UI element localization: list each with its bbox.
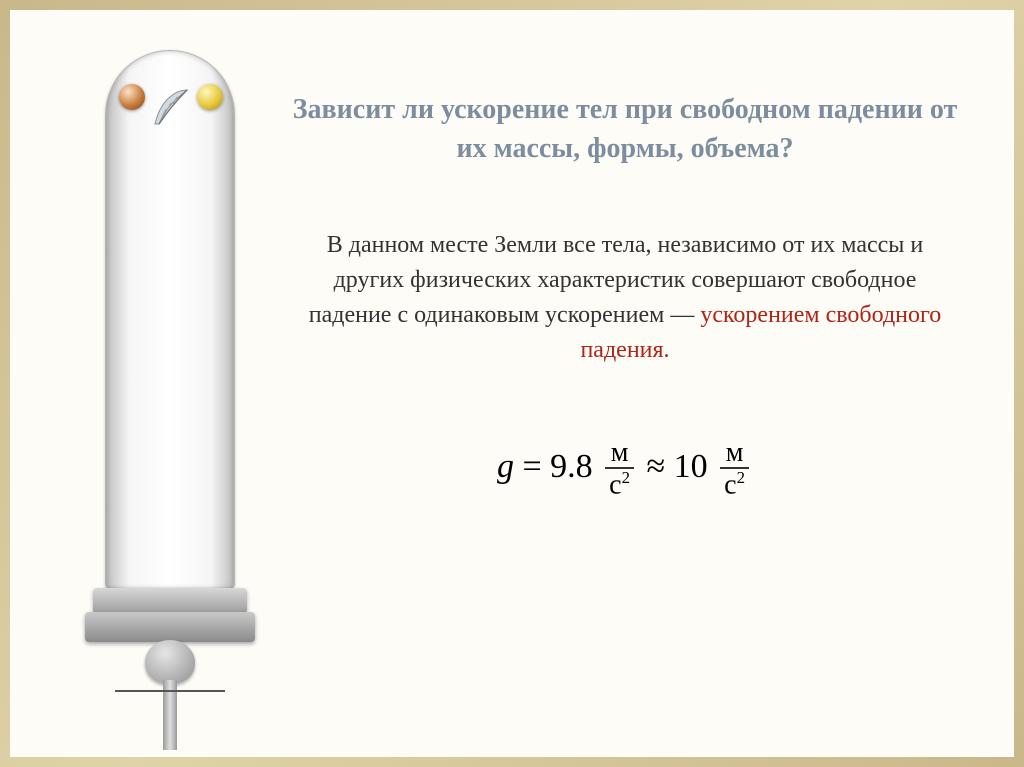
slide-body: В данном месте Земли все тела, независим… <box>290 228 960 367</box>
formula-value2: 10 <box>674 447 708 484</box>
formula-lhs: g <box>497 447 514 484</box>
formula-g: g = 9.8 м с2 ≈ 10 м с2 <box>290 438 960 500</box>
copper-ball-icon <box>119 84 145 110</box>
slide-title: Зависит ли ускорение тел при свободном п… <box>290 90 960 168</box>
gold-ball-icon <box>197 84 223 110</box>
formula-value1: 9.8 <box>550 447 593 484</box>
unit-numerator2: м <box>720 438 749 469</box>
feather-icon <box>147 84 195 132</box>
text-content: Зависит ли ускорение тел при свободном п… <box>290 0 1000 767</box>
tube-base-upper <box>93 588 247 614</box>
formula-eq: = <box>514 447 550 484</box>
stand-crossbar <box>115 690 225 692</box>
unit-numerator: м <box>605 438 634 469</box>
formula-unit1: м с2 <box>605 438 634 500</box>
formula-approx: ≈ <box>647 447 674 484</box>
formula-unit2: м с2 <box>720 438 749 500</box>
tube-base-lower <box>85 612 255 642</box>
valve-knob <box>145 640 195 684</box>
unit-denominator: с2 <box>605 469 634 500</box>
unit-denominator2: с2 <box>720 469 749 500</box>
newton-tube-diagram <box>85 50 255 750</box>
